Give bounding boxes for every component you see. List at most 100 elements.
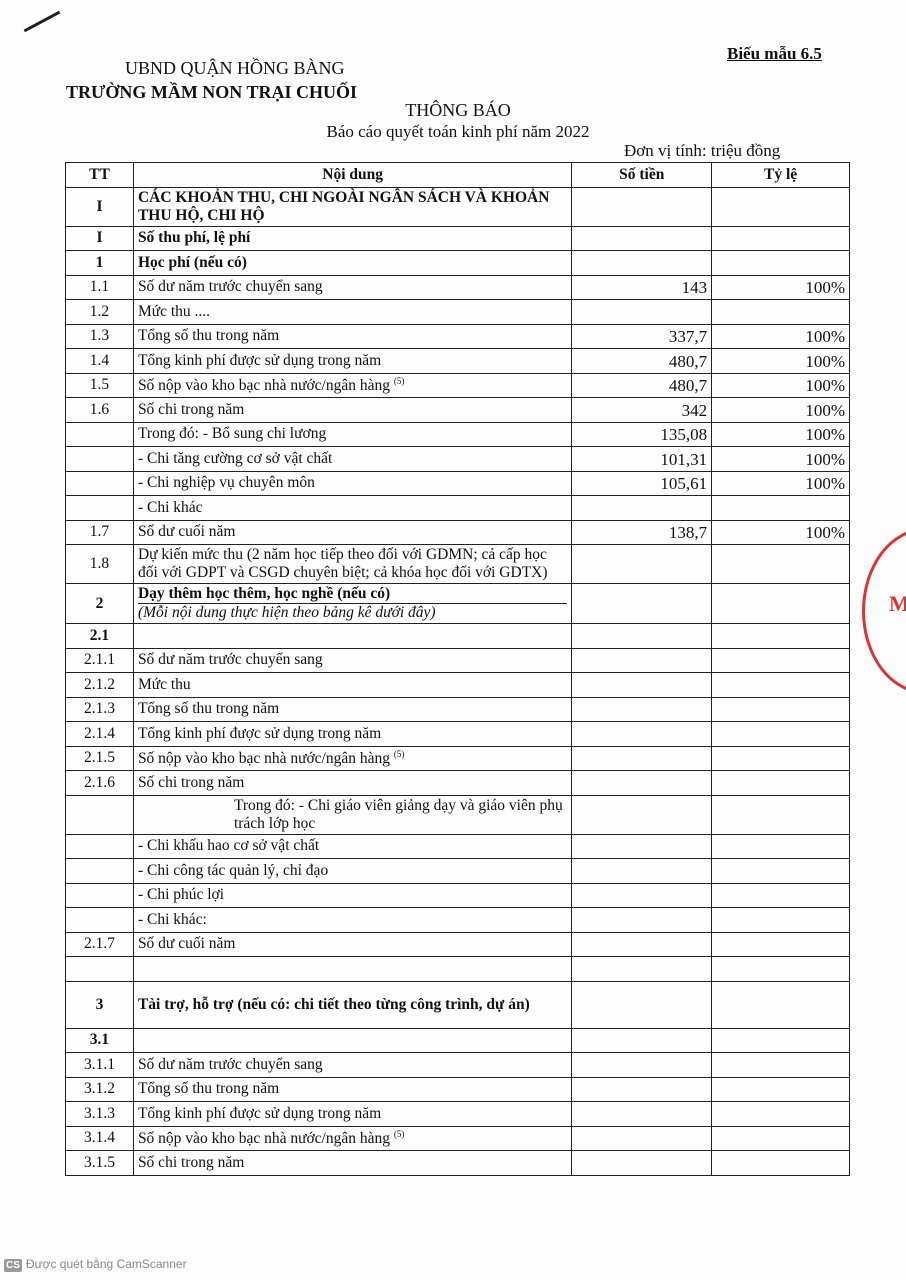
row-content: Mức thu	[132, 672, 573, 698]
table-row: - Chi khấu hao cơ sở vật chất	[65, 833, 850, 859]
row-content: Dạy thêm học thêm, học nghề (nếu có) (Mỗi…	[132, 583, 573, 624]
red-stamp: M	[862, 528, 906, 694]
content-text: Số dư cuối năm	[137, 523, 236, 541]
ratio-cell	[711, 721, 850, 747]
table-row: 1.6 Số chi trong năm 342 100%	[65, 397, 850, 423]
row-content: Tổng số thu trong năm	[132, 696, 573, 722]
col-header-content: Nội dung	[132, 162, 573, 188]
ratio-cell	[711, 882, 850, 908]
amount-cell	[571, 495, 713, 521]
ratio-cell	[711, 956, 850, 982]
row-number: 1.5	[65, 372, 134, 398]
ratio-cell: 100%	[711, 372, 850, 398]
col-header-amount: Số tiền	[571, 162, 713, 188]
amount-cell	[571, 882, 713, 908]
doc-title: THÔNG BÁO	[405, 100, 511, 120]
table-row: 1.3 Tổng số thu trong năm 337,7 100%	[65, 323, 850, 349]
row-content: Trong đó: - Bổ sung chi lương	[132, 421, 573, 447]
row-content: CÁC KHOẢN THU, CHI NGOÀI NGÂN SÁCH VÀ KH…	[132, 186, 573, 227]
table-row: 1.2 Mức thu ....	[65, 299, 850, 325]
row-number	[65, 495, 134, 521]
content-text: Tổng kinh phí được sử dụng trong năm	[137, 724, 382, 742]
row-content: Tổng kinh phí được sử dụng trong năm	[132, 348, 573, 374]
table-row: Trong đó: - Bổ sung chi lương 135,08 100%	[65, 421, 850, 447]
row-number	[65, 794, 134, 835]
content-text: Số nộp vào kho bạc nhà nước/ngân hàng	[137, 749, 390, 767]
org-parent: UBND QUẬN HỒNG BÀNG	[125, 58, 345, 78]
row-number: 2.1.6	[65, 770, 134, 796]
table-row: 3.1.5 Số chi trong năm	[65, 1150, 850, 1176]
table-row: 2.1.2 Mức thu	[65, 672, 850, 698]
row-content: Số nộp vào kho bạc nhà nước/ngân hàng (5…	[132, 745, 573, 771]
row-number: 2.1.4	[65, 721, 134, 747]
row-number: 1.2	[65, 299, 134, 325]
row-number	[65, 858, 134, 884]
ratio-cell	[711, 495, 850, 521]
table-row: 1.4 Tổng kinh phí được sử dụng trong năm 4…	[65, 348, 850, 374]
ratio-cell	[711, 1101, 850, 1127]
row-number: 3	[65, 980, 134, 1029]
row-content: Tổng kinh phí được sử dụng trong năm	[132, 721, 573, 747]
row-content: Số dư năm trước chuyển sang	[132, 647, 573, 673]
row-content: - Chi phúc lợi	[132, 882, 573, 908]
ratio-cell	[711, 1125, 850, 1151]
table-row: - Chi khác	[65, 495, 850, 521]
content-text: Mức thu ....	[137, 302, 211, 320]
row-number: 3.1.5	[65, 1150, 134, 1176]
content-text: Trong đó: - Bổ sung chi lương	[137, 425, 327, 443]
row-content	[132, 1027, 573, 1053]
table-row: 3.1.2 Tổng số thu trong năm	[65, 1076, 850, 1102]
ratio-cell: 100%	[711, 397, 850, 423]
amount-cell: 342	[571, 397, 713, 423]
doc-subtitle: Báo cáo quyết toán kinh phí năm 2022	[326, 122, 590, 141]
ratio-cell	[711, 299, 850, 325]
unit-label: Đơn vị tính: triệu đồng	[624, 141, 781, 160]
content-text: Dạy thêm học thêm, học nghề (nếu có)	[137, 585, 391, 602]
content-text: - Chi tăng cường cơ sở vật chất	[137, 449, 333, 467]
ratio-cell	[711, 794, 850, 835]
table-row: 2.1	[65, 623, 850, 649]
row-number: 1	[65, 250, 134, 276]
amount-cell	[571, 250, 713, 276]
row-content: Số nộp vào kho bạc nhà nước/ngân hàng (5…	[132, 1125, 573, 1151]
content-text: Tổng số thu trong năm	[137, 700, 280, 718]
row-number	[65, 882, 134, 908]
content-text: Số thu phí, lệ phí	[137, 229, 251, 247]
amount-cell	[571, 623, 713, 649]
row-number: 2.1.5	[65, 745, 134, 771]
ratio-cell: 100%	[711, 519, 850, 545]
table-row: I CÁC KHOẢN THU, CHI NGOÀI NGÂN SÁCH VÀ K…	[65, 186, 850, 227]
row-content: Mức thu ....	[132, 299, 573, 325]
ratio-cell	[711, 833, 850, 859]
ratio-cell	[711, 980, 850, 1029]
amount-cell	[571, 583, 713, 624]
form-label: Biểu mẫu 6.5	[727, 44, 822, 63]
ratio-cell	[711, 623, 850, 649]
row-number	[65, 956, 134, 982]
row-number: 3.1.3	[65, 1101, 134, 1127]
row-content: Số thu phí, lệ phí	[132, 225, 573, 251]
ratio-cell: 100%	[711, 446, 850, 472]
table-row: 1.5 Số nộp vào kho bạc nhà nước/ngân hàng…	[65, 372, 850, 398]
content-text: Trong đó: - Chi giáo viên giảng dạy và g…	[233, 796, 563, 832]
table-row: 2.1.5 Số nộp vào kho bạc nhà nước/ngân hà…	[65, 745, 850, 771]
amount-cell	[571, 696, 713, 722]
content-text: Số nộp vào kho bạc nhà nước/ngân hàng	[137, 376, 390, 394]
ratio-cell	[711, 544, 850, 584]
content-text: - Chi nghiệp vụ chuyên môn	[137, 474, 315, 492]
ratio-cell	[711, 770, 850, 796]
row-content: - Chi công tác quản lý, chỉ đạo	[132, 858, 573, 884]
row-number: 3.1.2	[65, 1076, 134, 1102]
row-content: - Chi khác:	[132, 907, 573, 933]
row-content: Học phí (nếu có)	[132, 250, 573, 276]
content-text: Số dư năm trước chuyển sang	[137, 651, 323, 669]
ratio-cell	[711, 1076, 850, 1102]
row-number: 1.7	[65, 519, 134, 545]
row-number: 1.8	[65, 544, 134, 584]
footnote-ref: (5)	[393, 375, 405, 386]
ratio-cell	[711, 647, 850, 673]
footnote-ref: (5)	[393, 1128, 405, 1139]
content-note: (Mỗi nội dung thực hiện theo bảng kê dướ…	[137, 603, 568, 622]
row-content: Số nộp vào kho bạc nhà nước/ngân hàng (5…	[132, 372, 573, 398]
ratio-cell	[711, 250, 850, 276]
